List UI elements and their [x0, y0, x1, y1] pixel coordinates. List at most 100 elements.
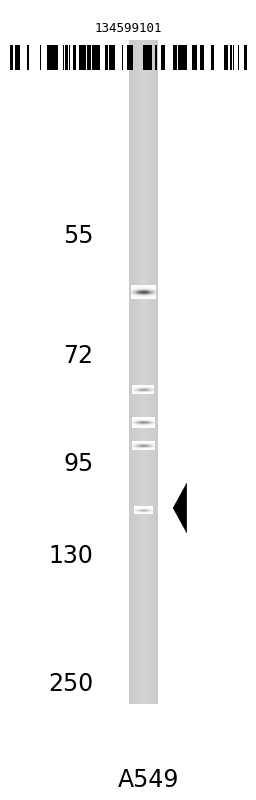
Bar — [184, 45, 186, 70]
Text: 72: 72 — [63, 344, 93, 368]
Bar — [143, 45, 145, 70]
Bar — [161, 45, 163, 70]
Bar — [150, 45, 152, 70]
Bar — [27, 45, 29, 70]
Bar — [132, 45, 133, 70]
Bar — [79, 45, 81, 70]
Bar — [134, 40, 135, 704]
Bar — [178, 45, 180, 70]
Bar — [193, 45, 196, 70]
Bar — [145, 45, 146, 70]
Bar — [105, 45, 106, 70]
Bar — [202, 45, 204, 70]
Bar — [146, 40, 147, 704]
Bar — [211, 45, 212, 70]
Bar — [63, 45, 64, 70]
Bar — [135, 40, 136, 704]
Bar — [212, 45, 214, 70]
Bar — [142, 40, 143, 704]
Bar — [244, 45, 246, 70]
Bar — [148, 40, 149, 704]
Bar — [146, 45, 150, 70]
Bar — [136, 40, 137, 704]
Bar — [56, 45, 58, 70]
Bar — [122, 45, 123, 70]
Bar — [67, 45, 68, 70]
Bar — [138, 40, 139, 704]
Bar — [164, 45, 165, 70]
Bar — [180, 45, 183, 70]
Bar — [73, 45, 76, 70]
Bar — [130, 40, 131, 704]
Bar — [155, 45, 157, 70]
Bar — [196, 45, 197, 70]
Text: A549: A549 — [118, 768, 179, 792]
Bar — [83, 45, 84, 70]
Bar — [131, 45, 132, 70]
Bar — [106, 45, 108, 70]
Bar — [54, 45, 55, 70]
Polygon shape — [173, 482, 187, 534]
Bar — [154, 40, 155, 704]
Bar — [65, 45, 67, 70]
Bar — [139, 40, 140, 704]
Bar — [132, 40, 133, 704]
Bar — [110, 45, 113, 70]
Bar — [141, 40, 142, 704]
Bar — [233, 45, 234, 70]
Bar — [183, 45, 184, 70]
Bar — [50, 45, 51, 70]
Bar — [230, 45, 232, 70]
Text: 130: 130 — [49, 544, 93, 568]
Bar — [109, 45, 110, 70]
Bar — [156, 40, 157, 704]
Bar — [157, 40, 158, 704]
Bar — [87, 45, 91, 70]
Bar — [163, 45, 164, 70]
Bar — [144, 40, 145, 704]
Bar — [49, 45, 50, 70]
Bar — [92, 45, 96, 70]
Bar — [129, 45, 131, 70]
Bar — [225, 45, 228, 70]
Bar — [153, 40, 154, 704]
Bar — [133, 40, 134, 704]
Bar — [137, 40, 138, 704]
Bar — [174, 45, 177, 70]
Bar — [155, 40, 156, 704]
Bar — [147, 40, 148, 704]
Bar — [81, 45, 83, 70]
Bar — [55, 45, 56, 70]
Bar — [224, 45, 225, 70]
Bar — [200, 45, 201, 70]
Bar — [127, 45, 129, 70]
Bar — [143, 40, 144, 704]
Bar — [69, 45, 70, 70]
Bar — [145, 40, 146, 704]
Bar — [113, 45, 115, 70]
Bar — [10, 45, 13, 70]
Bar — [186, 45, 187, 70]
Bar — [131, 40, 132, 704]
Bar — [192, 45, 193, 70]
Bar — [201, 45, 202, 70]
Bar — [149, 40, 150, 704]
Text: 250: 250 — [48, 672, 93, 696]
Bar — [150, 40, 151, 704]
Bar — [151, 40, 152, 704]
Text: 95: 95 — [63, 452, 93, 476]
Bar — [96, 45, 100, 70]
Bar — [15, 45, 18, 70]
Bar — [238, 45, 239, 70]
Bar — [173, 45, 174, 70]
Bar — [40, 45, 41, 70]
Text: 55: 55 — [63, 224, 93, 248]
Bar — [84, 45, 86, 70]
Bar — [246, 45, 247, 70]
Bar — [18, 45, 20, 70]
Bar — [152, 40, 153, 704]
Bar — [129, 40, 130, 704]
Bar — [51, 45, 54, 70]
Bar — [47, 45, 49, 70]
Text: 134599101: 134599101 — [94, 22, 162, 34]
